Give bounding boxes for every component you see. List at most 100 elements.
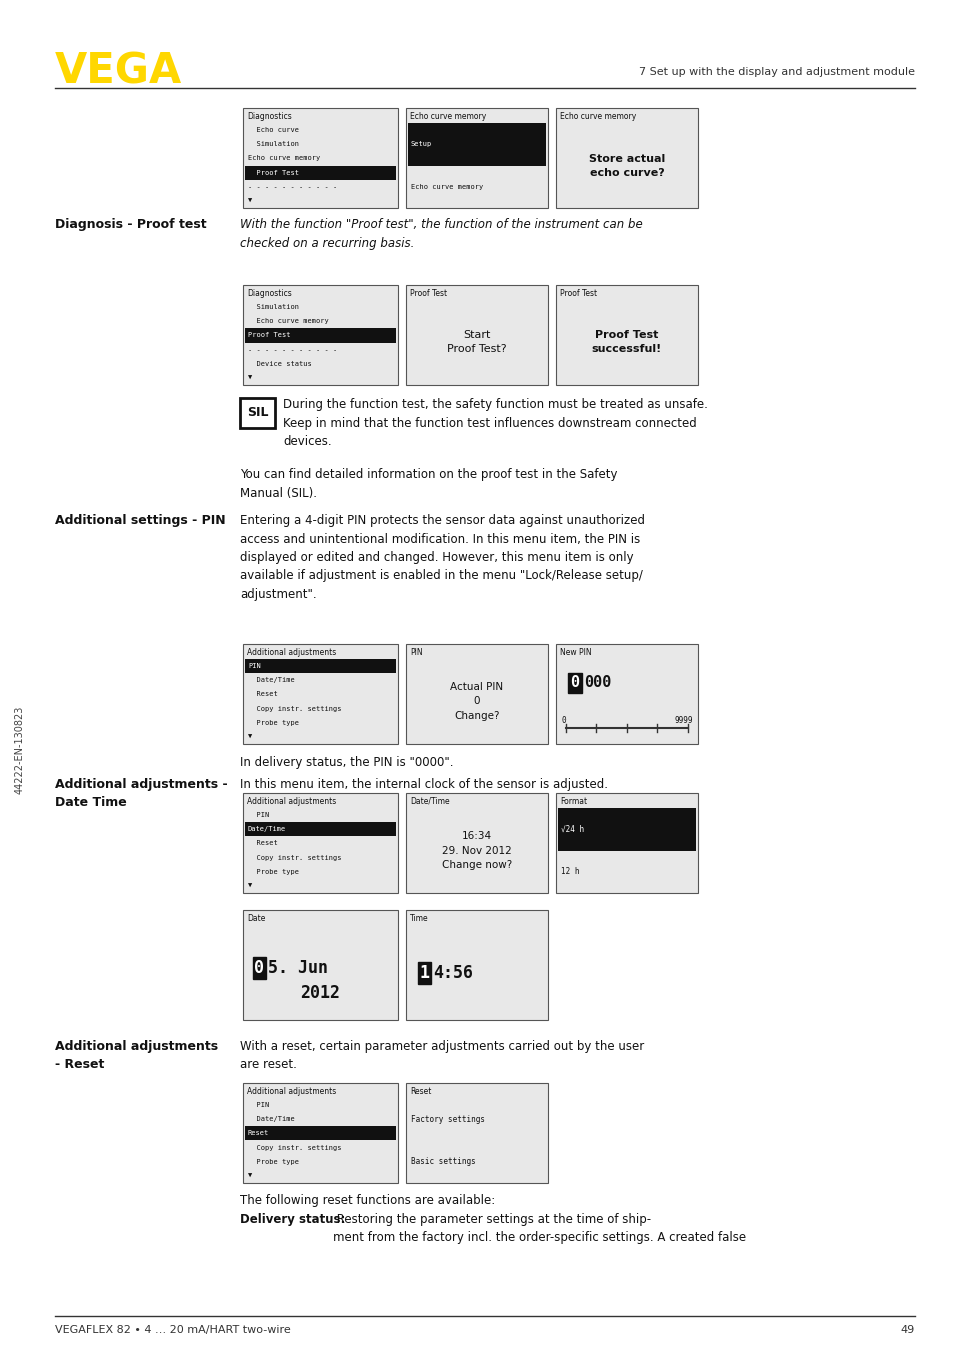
Text: 0: 0: [561, 716, 566, 724]
Text: In this menu item, the internal clock of the sensor is adjusted.: In this menu item, the internal clock of…: [240, 779, 607, 791]
Text: Echo curve memory: Echo curve memory: [411, 184, 483, 190]
Bar: [243, 108, 397, 209]
Text: Date/Time: Date/Time: [248, 1116, 294, 1122]
Bar: [245, 659, 395, 673]
Text: Reset: Reset: [248, 692, 277, 697]
Bar: [245, 328, 395, 343]
Bar: [245, 822, 395, 837]
Text: Proof Test: Proof Test: [559, 288, 597, 298]
Text: Delivery status:: Delivery status:: [240, 1213, 345, 1225]
Text: Echo curve memory: Echo curve memory: [248, 318, 329, 324]
Bar: [406, 108, 547, 209]
Text: Reset: Reset: [248, 841, 277, 846]
Text: - - - - - - - - - - -: - - - - - - - - - - -: [248, 184, 337, 190]
Text: Date/Time: Date/Time: [410, 798, 449, 806]
Text: - - - - - - - - - - -: - - - - - - - - - - -: [248, 347, 337, 352]
Text: Actual PIN
0
Change?: Actual PIN 0 Change?: [450, 681, 503, 722]
Text: Echo curve: Echo curve: [248, 127, 298, 133]
Text: 1: 1: [419, 964, 429, 982]
Text: Additional adjustments -: Additional adjustments -: [55, 779, 228, 791]
Text: Restoring the parameter settings at the time of ship-
ment from the factory incl: Restoring the parameter settings at the …: [333, 1213, 745, 1244]
Text: New PIN: New PIN: [559, 649, 591, 657]
Text: 7 Set up with the display and adjustment module: 7 Set up with the display and adjustment…: [639, 66, 914, 77]
Text: ▼: ▼: [248, 375, 252, 380]
Bar: [406, 284, 547, 385]
Text: ▼: ▼: [248, 198, 252, 204]
Bar: [406, 910, 547, 1020]
Text: Additional adjustments: Additional adjustments: [55, 1040, 218, 1053]
Text: Simulation: Simulation: [248, 305, 298, 310]
Text: Proof Test: Proof Test: [410, 288, 447, 298]
Bar: [243, 910, 397, 1020]
Text: The following reset functions are available:: The following reset functions are availa…: [240, 1194, 495, 1206]
Text: Basic settings: Basic settings: [411, 1158, 476, 1166]
Text: SIL: SIL: [247, 406, 268, 420]
Bar: [558, 808, 696, 850]
Bar: [406, 1083, 547, 1183]
Text: Date/Time: Date/Time: [248, 677, 294, 684]
Text: 16:34
29. Nov 2012
Change now?: 16:34 29. Nov 2012 Change now?: [441, 831, 512, 871]
Bar: [243, 284, 397, 385]
Bar: [243, 793, 397, 894]
Text: Echo curve memory: Echo curve memory: [248, 156, 320, 161]
Text: Additional adjustments: Additional adjustments: [247, 798, 335, 806]
Bar: [245, 1127, 395, 1140]
Text: ▼: ▼: [248, 734, 252, 739]
Text: In delivery status, the PIN is "0000".: In delivery status, the PIN is "0000".: [240, 756, 453, 769]
Text: Probe type: Probe type: [248, 720, 298, 726]
Bar: [406, 793, 547, 894]
Text: Factory settings: Factory settings: [411, 1114, 484, 1124]
Text: VEGA: VEGA: [55, 51, 182, 93]
Text: Date Time: Date Time: [55, 796, 127, 808]
Bar: [567, 673, 581, 693]
Text: Additional adjustments: Additional adjustments: [247, 649, 335, 657]
Text: Proof Test
successful!: Proof Test successful!: [591, 330, 661, 355]
Text: - Reset: - Reset: [55, 1057, 104, 1071]
Text: 44222-EN-130823: 44222-EN-130823: [15, 705, 25, 795]
Bar: [556, 793, 698, 894]
Text: ▼: ▼: [248, 883, 252, 890]
Bar: [556, 284, 698, 385]
Text: Diagnostics: Diagnostics: [247, 288, 292, 298]
Text: ▼: ▼: [248, 1173, 252, 1179]
Text: Diagnostics: Diagnostics: [247, 112, 292, 121]
Text: 0: 0: [570, 676, 579, 691]
Text: With the function "Proof test", the function of the instrument can be
checked on: With the function "Proof test", the func…: [240, 218, 642, 249]
Text: Proof Test: Proof Test: [248, 333, 291, 338]
Text: Echo curve memory: Echo curve memory: [559, 112, 636, 121]
Text: Probe type: Probe type: [248, 869, 298, 875]
Text: 4:56: 4:56: [433, 964, 473, 982]
Bar: [406, 645, 547, 743]
Text: Copy instr. settings: Copy instr. settings: [248, 705, 341, 712]
Text: Entering a 4-digit PIN protects the sensor data against unauthorized
access and : Entering a 4-digit PIN protects the sens…: [240, 515, 644, 601]
Text: 9999: 9999: [674, 716, 692, 724]
Text: Device status: Device status: [248, 360, 312, 367]
Text: VEGAFLEX 82 • 4 … 20 mA/HART two-wire: VEGAFLEX 82 • 4 … 20 mA/HART two-wire: [55, 1326, 291, 1335]
Bar: [243, 1083, 397, 1183]
Text: Proof Test: Proof Test: [248, 169, 298, 176]
Text: 0: 0: [254, 959, 264, 976]
Text: PIN: PIN: [248, 663, 260, 669]
Bar: [556, 108, 698, 209]
Text: Reset: Reset: [410, 1087, 431, 1095]
Text: Format: Format: [559, 798, 586, 806]
Text: Date/Time: Date/Time: [248, 826, 286, 833]
Text: 2012: 2012: [300, 984, 340, 1002]
Text: 12 h: 12 h: [560, 868, 578, 876]
Text: Time: Time: [410, 914, 428, 923]
Text: PIN: PIN: [248, 812, 269, 818]
Text: Reset: Reset: [248, 1131, 269, 1136]
Text: With a reset, certain parameter adjustments carried out by the user
are reset.: With a reset, certain parameter adjustme…: [240, 1040, 643, 1071]
Text: PIN: PIN: [248, 1102, 269, 1108]
Text: Date: Date: [247, 914, 265, 923]
Bar: [408, 123, 545, 165]
Text: 000: 000: [583, 676, 611, 691]
Bar: [240, 398, 274, 428]
Text: Copy instr. settings: Copy instr. settings: [248, 854, 341, 861]
Bar: [243, 645, 397, 743]
Text: 49: 49: [900, 1326, 914, 1335]
Text: Probe type: Probe type: [248, 1159, 298, 1164]
Bar: [245, 165, 395, 180]
Text: Setup: Setup: [411, 141, 432, 148]
Text: Simulation: Simulation: [248, 141, 298, 148]
